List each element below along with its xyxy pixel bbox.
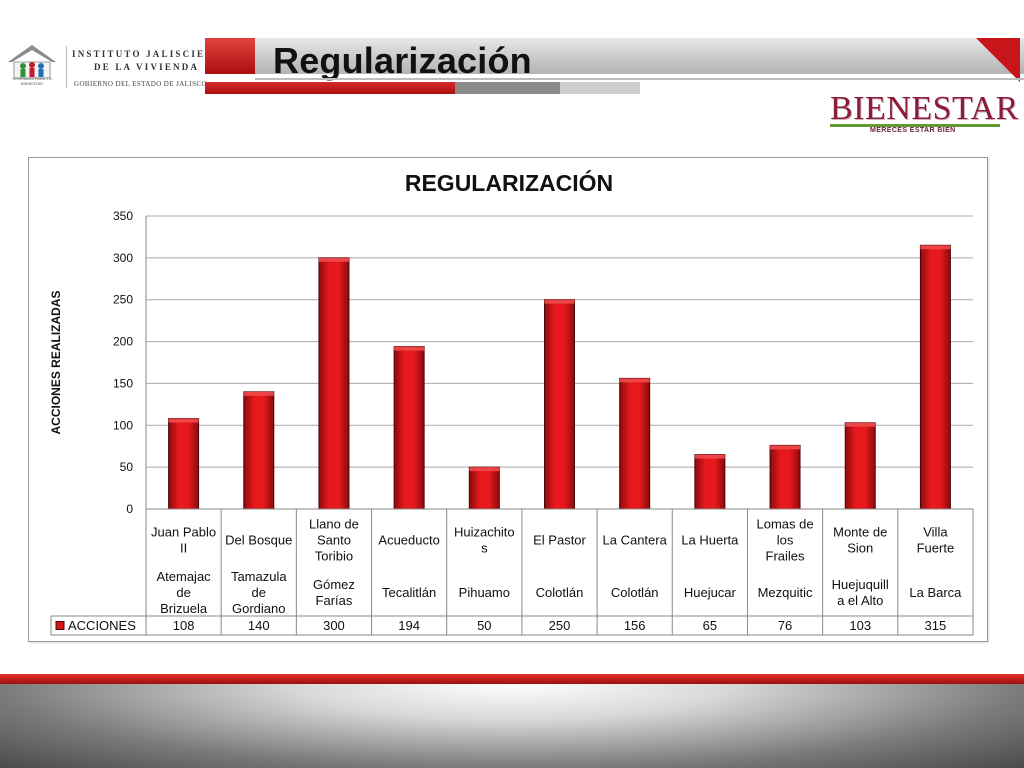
y-tick-label: 250 xyxy=(113,293,133,307)
bar-chart: 0 50 100 150 200 250 300 350 ACCIONES REALIZADAS… xyxy=(49,209,974,636)
y-tick-label: 150 xyxy=(113,376,133,390)
municipality-label: Atemajac de Brizuela xyxy=(156,569,211,616)
bar-cap xyxy=(694,454,725,459)
municipality-label: La Barca xyxy=(909,585,962,600)
y-tick-label: 350 xyxy=(113,209,133,223)
category-label: La Huerta xyxy=(681,533,739,548)
data-value-label: 65 xyxy=(703,618,717,633)
bar xyxy=(318,257,350,510)
y-tick-label: 200 xyxy=(113,335,133,349)
institute-line1: INSTITUTO JALISCIENSE xyxy=(72,49,230,59)
accent-bar-red xyxy=(205,82,455,94)
data-value-label: 156 xyxy=(624,618,646,633)
house-icon xyxy=(8,45,56,79)
bar xyxy=(769,444,801,510)
municipality-label: Huejucar xyxy=(684,585,737,600)
data-value-label: 103 xyxy=(849,618,871,633)
bar-cap xyxy=(770,445,801,450)
page-title: Regularización xyxy=(273,40,532,81)
bar xyxy=(544,299,575,510)
bar-cap xyxy=(845,422,876,427)
bar-cap xyxy=(920,245,951,250)
bienestar-tagline: MERECES ESTAR BIEN xyxy=(870,127,956,134)
bienestar-underline xyxy=(830,124,1000,127)
legend-swatch xyxy=(55,621,65,630)
data-value-label: 76 xyxy=(778,618,792,633)
data-value-label: 315 xyxy=(925,618,947,633)
municipality-label: Colotlán xyxy=(536,585,584,600)
bar xyxy=(919,244,951,510)
category-label: Acueducto xyxy=(378,533,439,548)
municipality-label: Gómez Farías xyxy=(313,577,355,608)
category-label: Juan Pablo II xyxy=(151,525,216,556)
municipality-label: Tecalitlán xyxy=(382,585,436,600)
title-underline xyxy=(255,78,1024,80)
footer-gradient xyxy=(0,684,1024,768)
bar-cap xyxy=(168,418,199,423)
category-label: Monte de Sion xyxy=(833,525,887,556)
data-value-label: 250 xyxy=(549,618,571,633)
bar xyxy=(468,466,500,510)
bar-cap xyxy=(318,257,349,262)
legend-label: ACCIONES xyxy=(68,618,136,633)
footer-red-band xyxy=(0,674,1024,684)
data-value-label: 50 xyxy=(477,618,491,633)
bar-cap xyxy=(544,299,575,304)
bar-cap xyxy=(469,467,500,472)
bar xyxy=(243,391,275,510)
bar xyxy=(168,418,200,510)
category-label: Huizachito s xyxy=(454,525,515,556)
category-label: Villa Fuerte xyxy=(917,525,955,556)
data-value-label: 300 xyxy=(323,618,345,633)
municipality-label: Tamazula de Gordiano xyxy=(231,569,287,616)
y-tick-label: 100 xyxy=(113,418,133,432)
category-label: Del Bosque xyxy=(225,533,292,548)
category-label: Llano de Santo Toribio xyxy=(309,517,359,564)
municipality-label: Mezquitic xyxy=(758,585,813,600)
bar-cap xyxy=(394,346,425,351)
category-label: La Cantera xyxy=(603,533,668,548)
title-gray-band xyxy=(255,38,1024,74)
accent-bar-light xyxy=(560,82,640,94)
bienestar-logo: BIENESTAR MERECES ESTAR BIEN xyxy=(828,90,1018,138)
bar-cap xyxy=(243,391,274,396)
chart-title: REGULARIZACIÓN xyxy=(404,170,614,196)
chart-frame: REGULARIZACIÓN 0 50 100 150 200 250 300 350 ACCI… xyxy=(28,157,988,642)
y-tick-label: 50 xyxy=(120,460,134,474)
institute-name: INSTITUTO JALISCIENSE DE LA VIVIENDA xyxy=(72,48,230,74)
bar xyxy=(694,454,726,510)
data-value-label: 108 xyxy=(173,618,195,633)
bar xyxy=(619,377,651,510)
bar xyxy=(393,346,425,510)
municipality-label: Colotlán xyxy=(611,585,659,600)
bienestar-wordmark: BIENESTAR xyxy=(830,90,1019,127)
title-bar: Regularización xyxy=(205,38,1024,96)
bar xyxy=(844,422,876,510)
institute-line2: DE LA VIVIENDA xyxy=(94,62,200,72)
y-tick-label: 0 xyxy=(126,502,133,516)
title-corner-accent xyxy=(976,38,1020,82)
government-name: GOBIERNO DEL ESTADO DE JALISCO xyxy=(74,80,207,88)
accent-bar-gray xyxy=(455,82,560,94)
bar-cap xyxy=(619,378,650,383)
house-caption: VIVIENDAS PARA TU BIENESTAR xyxy=(12,76,52,86)
category-label: El Pastor xyxy=(533,533,586,548)
title-red-block xyxy=(205,38,255,74)
y-tick-label: 300 xyxy=(113,251,133,265)
data-value-label: 140 xyxy=(248,618,270,633)
y-axis-label: ACCIONES REALIZADAS xyxy=(49,290,63,434)
municipality-label: Pihuamo xyxy=(459,585,510,600)
data-value-label: 194 xyxy=(398,618,420,633)
logo-divider xyxy=(66,46,67,88)
institute-logo: VIVIENDAS PARA TU BIENESTAR INSTITUTO JA… xyxy=(0,38,230,94)
category-label: Lomas de los Frailes xyxy=(756,517,813,564)
municipality-label: Huejuquill a el Alto xyxy=(832,577,889,608)
